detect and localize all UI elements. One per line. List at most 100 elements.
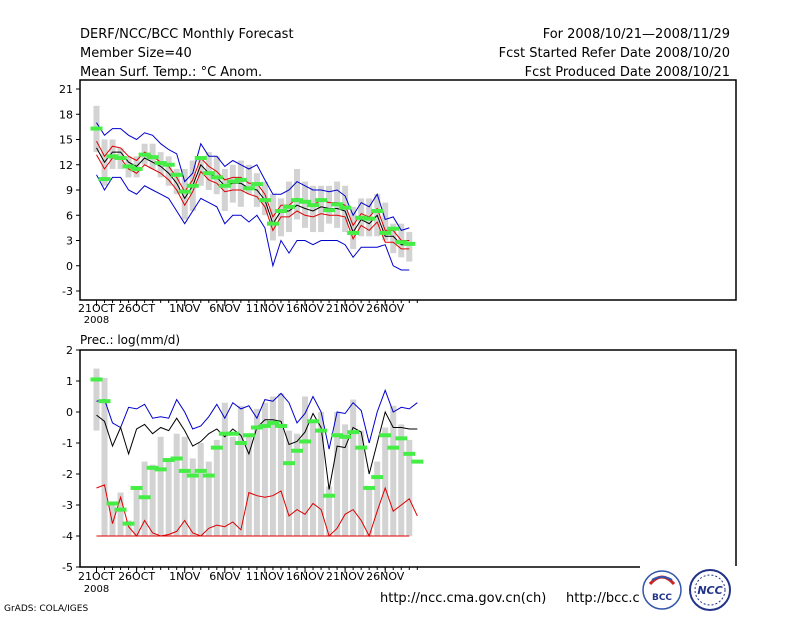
observed-marker bbox=[403, 241, 416, 246]
observed-marker bbox=[250, 182, 263, 187]
x-tick-label: 6NOV bbox=[209, 570, 241, 583]
observed-marker bbox=[258, 198, 271, 203]
observed-marker bbox=[234, 177, 247, 182]
observed-marker bbox=[387, 445, 400, 450]
ensemble-bar bbox=[406, 232, 413, 262]
ensemble-bar bbox=[205, 152, 212, 190]
ensemble-bar bbox=[390, 223, 397, 254]
ensemble-bar bbox=[101, 377, 108, 536]
observed-marker bbox=[218, 183, 231, 188]
bcc-url-link[interactable]: http://bcc.c bbox=[566, 591, 640, 606]
member-size: Member Size=40 bbox=[80, 46, 192, 61]
x-tick-label: 26OCT bbox=[118, 570, 155, 583]
observed-marker bbox=[274, 423, 287, 428]
ensemble-bar bbox=[221, 168, 228, 212]
observed-marker bbox=[347, 230, 360, 235]
observed-marker bbox=[282, 461, 295, 466]
observed-marker bbox=[266, 420, 279, 425]
ensemble-bar bbox=[245, 436, 252, 536]
observed-marker bbox=[122, 521, 135, 526]
y-tick-label: -5 bbox=[62, 561, 73, 574]
ensemble-bar bbox=[294, 168, 300, 220]
observed-marker bbox=[138, 152, 151, 157]
plot-frame bbox=[79, 79, 737, 301]
y-tick-label: -4 bbox=[62, 530, 73, 543]
ensemble-bar bbox=[294, 433, 300, 536]
ensemble-bar bbox=[350, 399, 357, 536]
observed-marker bbox=[106, 501, 119, 506]
ensemble-bar bbox=[245, 164, 252, 195]
year-label: 2008 bbox=[84, 584, 109, 595]
ensemble-bar bbox=[181, 436, 188, 536]
observed-marker bbox=[411, 459, 424, 464]
observed-marker bbox=[162, 458, 175, 463]
observed-marker bbox=[371, 209, 384, 214]
ensemble-bar bbox=[350, 206, 357, 249]
observed-marker bbox=[274, 209, 287, 214]
ensemble-bar bbox=[302, 396, 309, 536]
grads-credit: GrADS: COLA/IGES bbox=[4, 604, 89, 614]
ensemble-bar bbox=[342, 424, 349, 536]
x-tick-label: 1NOV bbox=[169, 302, 201, 315]
x-tick-label: 11NOV bbox=[246, 302, 285, 315]
observed-marker bbox=[138, 495, 151, 500]
series-line-upper bbox=[96, 122, 410, 231]
observed-marker bbox=[194, 468, 207, 473]
ensemble-bar bbox=[213, 439, 220, 536]
observed-marker bbox=[186, 183, 199, 188]
y-tick-label: 2 bbox=[66, 344, 73, 357]
observed-marker bbox=[90, 126, 103, 131]
observed-marker bbox=[154, 467, 167, 472]
ensemble-bar bbox=[109, 139, 116, 169]
y-tick-label: 1 bbox=[66, 375, 73, 388]
observed-marker bbox=[178, 189, 191, 194]
y-tick-label: 6 bbox=[66, 209, 73, 222]
bcc-logo-text: BCC bbox=[652, 593, 672, 603]
logo-area: BCC NCC bbox=[640, 566, 740, 618]
ensemble-bar bbox=[229, 436, 236, 536]
observed-marker bbox=[363, 216, 376, 221]
y-tick-label: 18 bbox=[59, 108, 73, 121]
x-tick-label: 26OCT bbox=[118, 302, 155, 315]
observed-marker bbox=[363, 485, 376, 490]
x-tick-label: 26NOV bbox=[366, 570, 405, 583]
observed-marker bbox=[355, 445, 368, 450]
y-tick-label: -1 bbox=[62, 437, 73, 450]
observed-marker bbox=[250, 425, 263, 430]
observed-marker bbox=[339, 205, 352, 210]
ensemble-bar bbox=[318, 185, 325, 233]
x-tick-label: 21OCT bbox=[78, 570, 115, 583]
observed-marker bbox=[323, 208, 336, 213]
x-tick-label: 26NOV bbox=[366, 302, 405, 315]
ensemble-bar bbox=[133, 486, 140, 536]
ensemble-bar bbox=[125, 520, 132, 536]
observed-marker bbox=[90, 377, 103, 382]
y-tick-label: 3 bbox=[66, 235, 73, 248]
ensemble-bar bbox=[205, 461, 212, 536]
ncc-logo-text: NCC bbox=[697, 584, 722, 597]
ensemble-bar bbox=[109, 501, 116, 536]
x-tick-label: 11NOV bbox=[246, 570, 285, 583]
ensemble-bar bbox=[310, 185, 317, 233]
observed-marker bbox=[170, 172, 183, 177]
observed-marker bbox=[202, 473, 215, 478]
observed-marker bbox=[170, 456, 183, 461]
ensemble-bar bbox=[157, 436, 164, 536]
observed-marker bbox=[371, 475, 384, 480]
bcc-logo: BCC bbox=[642, 570, 682, 610]
observed-marker bbox=[162, 162, 175, 167]
x-tick-label: 16NOV bbox=[286, 570, 325, 583]
x-tick-label: 16NOV bbox=[286, 302, 325, 315]
ncc-logo: NCC bbox=[689, 569, 731, 611]
ncc-url-link[interactable]: http://ncc.cma.gov.cn(ch) bbox=[380, 591, 547, 606]
ensemble-bar bbox=[221, 402, 228, 536]
ensemble-bar bbox=[358, 430, 365, 536]
ensemble-bar bbox=[181, 168, 188, 220]
observed-marker bbox=[202, 171, 215, 176]
observed-marker bbox=[387, 226, 400, 231]
ensemble-bar bbox=[326, 185, 333, 224]
chart-title: DERF/NCC/BCC Monthly Forecast bbox=[80, 27, 294, 42]
ensemble-bar bbox=[406, 439, 413, 536]
ensemble-bar bbox=[237, 405, 244, 536]
ensemble-bar bbox=[398, 424, 405, 536]
